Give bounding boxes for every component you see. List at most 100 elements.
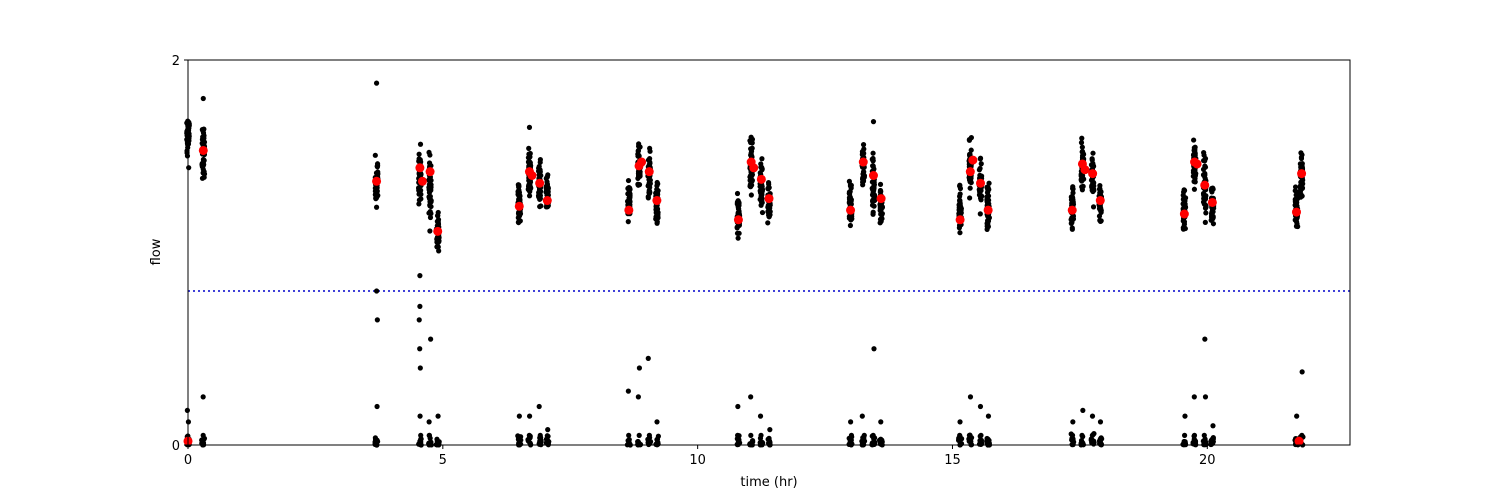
raw-point (625, 219, 631, 225)
raw-point (1298, 191, 1304, 197)
raw-point-low (957, 432, 963, 438)
raw-point-low (1294, 413, 1300, 419)
raw-point (968, 175, 974, 181)
raw-point (861, 146, 867, 152)
raw-point (1209, 189, 1215, 195)
raw-point-low (749, 440, 755, 446)
raw-point (872, 194, 878, 200)
raw-point-low (1191, 394, 1197, 400)
raw-point (1209, 212, 1215, 219)
raw-point (1079, 154, 1086, 161)
raw-point (636, 173, 642, 180)
raw-point-low (1089, 432, 1095, 438)
mean-point (417, 176, 427, 186)
raw-point (654, 189, 661, 195)
raw-point-low (967, 394, 974, 400)
raw-point-low (977, 438, 983, 444)
raw-point (870, 150, 876, 156)
raw-point (1192, 179, 1198, 185)
raw-point (375, 169, 381, 175)
raw-point (978, 197, 984, 203)
raw-point-low (625, 388, 631, 394)
raw-point (373, 204, 380, 210)
raw-point (199, 161, 205, 168)
x-tick-label: 10 (689, 453, 706, 468)
raw-point-low (526, 432, 532, 438)
raw-point (976, 192, 983, 198)
raw-point (1090, 150, 1096, 156)
raw-point-low (878, 419, 884, 425)
raw-point-low (1098, 436, 1104, 442)
y-axis-label: flow (149, 238, 164, 265)
raw-point-low (1202, 336, 1208, 342)
raw-point (635, 143, 642, 149)
raw-point-low (748, 432, 754, 438)
raw-point-low (374, 403, 380, 410)
raw-point (418, 196, 424, 202)
mean-point (965, 167, 975, 177)
raw-point (879, 215, 885, 222)
raw-point (516, 196, 522, 202)
mean-point (527, 171, 537, 180)
mean-point (733, 215, 743, 225)
raw-point (1181, 219, 1188, 225)
raw-point (516, 183, 522, 189)
raw-point-low (736, 438, 742, 444)
raw-point (647, 177, 653, 183)
raw-point (427, 214, 434, 221)
raw-point (537, 157, 543, 163)
raw-point (977, 174, 983, 181)
raw-point-low (1192, 439, 1199, 445)
raw-point (654, 183, 660, 189)
raw-point-low (537, 432, 543, 438)
raw-point-low (516, 413, 522, 419)
raw-point (748, 177, 755, 183)
raw-point (967, 195, 973, 201)
raw-point (846, 190, 853, 197)
raw-point (1097, 190, 1103, 196)
raw-point (184, 150, 190, 156)
raw-point (986, 186, 992, 193)
raw-point (1202, 219, 1208, 225)
raw-point-low (966, 432, 973, 438)
raw-point (1090, 184, 1096, 190)
raw-point (544, 174, 550, 180)
raw-point-low (374, 317, 380, 323)
raw-point (1190, 173, 1196, 179)
raw-point-low (200, 432, 206, 438)
mean-points-layer (183, 145, 1307, 446)
raw-point (1299, 152, 1305, 158)
raw-point (543, 183, 549, 190)
raw-point (1203, 204, 1209, 210)
raw-point-low (878, 436, 884, 442)
y-tick-label: 0 (172, 439, 180, 454)
raw-point (626, 189, 632, 195)
raw-point (635, 182, 641, 188)
raw-point (1088, 162, 1095, 168)
raw-point (434, 239, 440, 245)
raw-point (977, 155, 984, 161)
raw-point (1090, 204, 1097, 210)
raw-point (749, 145, 755, 151)
mean-point (433, 226, 443, 236)
raw-point (870, 209, 876, 215)
raw-point (1201, 173, 1207, 179)
raw-point-low (870, 432, 876, 438)
raw-point (428, 184, 434, 190)
raw-point (434, 244, 440, 250)
raw-point (967, 151, 973, 157)
raw-point (748, 192, 754, 198)
raw-point (426, 149, 432, 156)
raw-point-low (765, 436, 771, 442)
raw-point (526, 182, 532, 188)
mean-point (542, 196, 552, 206)
raw-point (538, 203, 544, 209)
x-tick-label: 15 (944, 453, 961, 468)
raw-point (537, 196, 543, 202)
raw-point-low (1191, 432, 1198, 438)
raw-point-low (1098, 441, 1105, 447)
x-tick-label: 20 (1199, 453, 1216, 468)
raw-point-low (434, 436, 440, 442)
raw-point-low (536, 403, 542, 410)
x-axis-ticks: 0 5 10 15 20 (184, 445, 1216, 468)
